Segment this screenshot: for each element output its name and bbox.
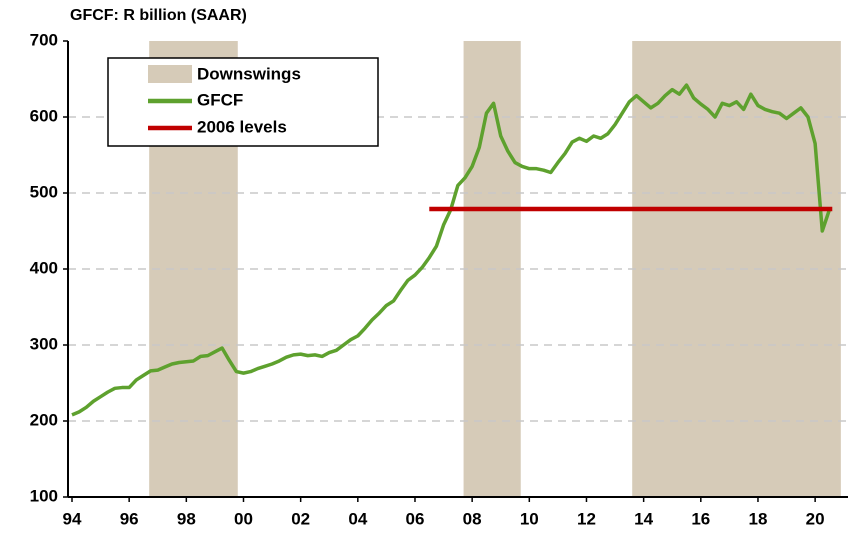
y-tick-label: 700	[30, 30, 58, 49]
x-tick-label: 00	[234, 509, 253, 528]
y-tick-label: 200	[30, 410, 58, 429]
x-tick-label: 04	[348, 509, 367, 528]
y-tick-label: 100	[30, 486, 58, 505]
legend-label: GFCF	[197, 90, 243, 109]
x-tick-label: 06	[406, 509, 425, 528]
x-tick-label: 16	[691, 509, 710, 528]
legend-label: 2006 levels	[197, 117, 287, 136]
x-tick-label: 10	[520, 509, 539, 528]
y-tick-label: 400	[30, 258, 58, 277]
x-tick-label: 98	[177, 509, 196, 528]
x-tick-label: 12	[577, 509, 596, 528]
x-tick-label: 08	[463, 509, 482, 528]
legend-swatch	[148, 65, 192, 83]
y-tick-label: 500	[30, 182, 58, 201]
y-tick-label: 300	[30, 334, 58, 353]
x-tick-label: 96	[120, 509, 139, 528]
x-tick-label: 94	[63, 509, 82, 528]
chart-title: GFCF: R billion (SAAR)	[70, 7, 247, 24]
x-tick-label: 18	[749, 509, 768, 528]
x-tick-label: 20	[806, 509, 825, 528]
x-tick-label: 02	[291, 509, 310, 528]
legend-label: Downswings	[197, 64, 301, 83]
y-tick-label: 600	[30, 106, 58, 125]
x-tick-label: 14	[634, 509, 653, 528]
